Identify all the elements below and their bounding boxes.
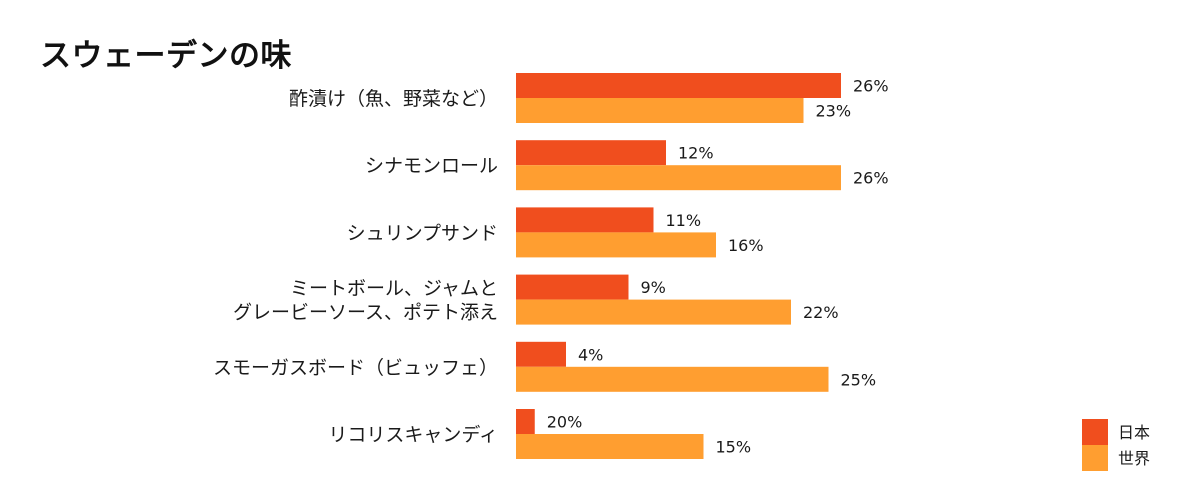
- category-label-line: リコリスキャンディ: [328, 424, 498, 446]
- bar-world: [516, 434, 704, 459]
- value-label: 9%: [641, 278, 666, 297]
- bar-world: [516, 232, 716, 258]
- legend-swatch: [1082, 445, 1108, 471]
- value-label: 23%: [816, 102, 852, 121]
- value-label: 25%: [841, 370, 877, 389]
- value-label: 22%: [803, 303, 839, 322]
- chart-title: スウェーデンの味: [40, 38, 292, 74]
- labels-layer: 酢漬け（魚、野菜など）26%23%シナモンロール12%26%シュリンプサンド11…: [213, 77, 889, 457]
- category-label: シュリンプサンド: [347, 222, 498, 244]
- bar-world: [516, 366, 829, 392]
- category-label: ミートボール、ジャムとグレービーソース、ポテト添え: [233, 278, 498, 324]
- category-label-line: スモーガスボード（ビュッフェ）: [213, 357, 498, 379]
- bar-world: [516, 165, 841, 191]
- bar-japan: [516, 341, 566, 367]
- legend-label: 世界: [1118, 449, 1150, 468]
- category-label: スモーガスボード（ビュッフェ）: [213, 357, 498, 379]
- bar-world: [516, 98, 804, 123]
- legend-swatch: [1082, 419, 1108, 445]
- value-label: 16%: [728, 236, 764, 255]
- category-label-line: グレービーソース、ポテト添え: [233, 302, 498, 324]
- category-label: シナモンロール: [365, 155, 498, 177]
- value-label: 20%: [547, 413, 583, 432]
- legend-label: 日本: [1118, 423, 1150, 442]
- category-label: 酢漬け（魚、野菜など）: [289, 88, 498, 110]
- value-label: 26%: [853, 169, 889, 188]
- value-label: 26%: [853, 77, 889, 96]
- value-label: 4%: [578, 345, 603, 364]
- category-label-line: ミートボール、ジャムと: [290, 278, 498, 300]
- category-label-line: 酢漬け（魚、野菜など）: [289, 88, 498, 110]
- bars-layer: [516, 73, 841, 459]
- category-label: リコリスキャンディ: [328, 424, 498, 446]
- value-label: 12%: [678, 144, 714, 163]
- value-label: 15%: [716, 438, 752, 457]
- bar-japan: [516, 274, 629, 300]
- bar-japan: [516, 409, 535, 434]
- category-label-line: シナモンロール: [365, 155, 498, 177]
- value-label: 11%: [666, 211, 702, 230]
- bar-japan: [516, 140, 666, 166]
- category-label-line: シュリンプサンド: [347, 222, 498, 244]
- bar-japan: [516, 73, 841, 98]
- bar-world: [516, 299, 791, 325]
- bar-japan: [516, 207, 654, 233]
